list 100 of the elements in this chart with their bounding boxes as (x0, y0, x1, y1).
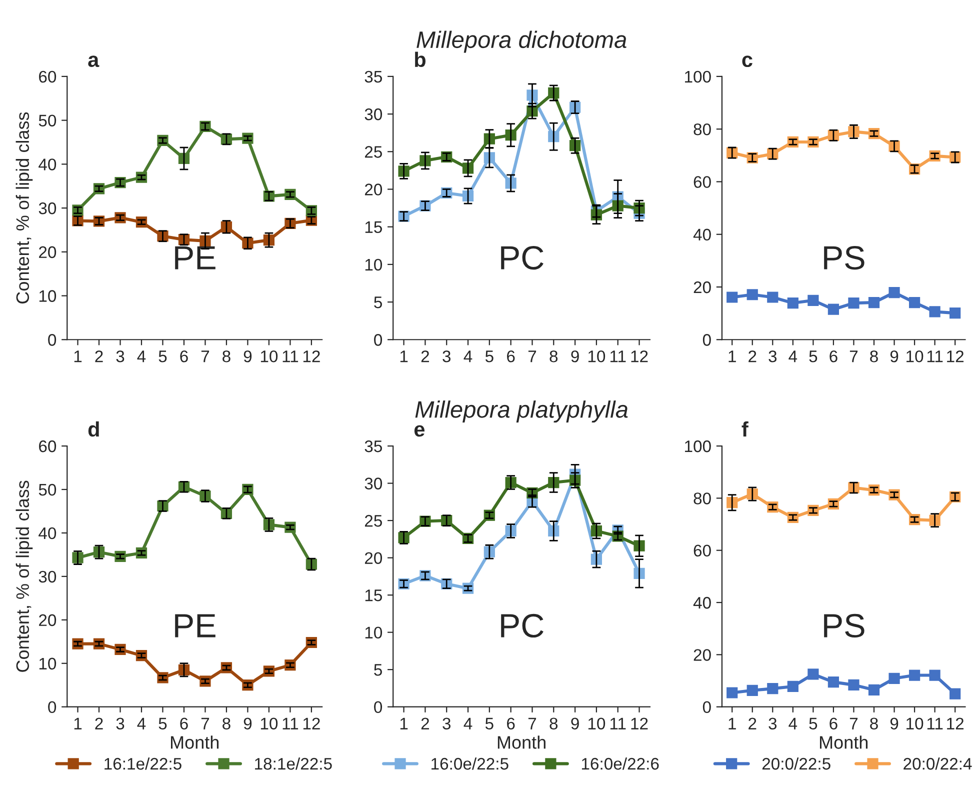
y-tick-label: 20 (694, 281, 711, 294)
x-tick-label: 7 (850, 350, 858, 362)
point (929, 670, 940, 681)
point (787, 297, 798, 309)
x-tick-label: 12 (947, 718, 964, 730)
x-tick-label: 5 (809, 350, 818, 362)
x-tick-label: 3 (116, 718, 124, 730)
x-tick-label: 3 (442, 350, 451, 362)
point (263, 234, 275, 246)
x-tick-label: 4 (464, 718, 472, 730)
x-axis-title: Month (498, 736, 546, 749)
x-axis-title: Month (170, 736, 219, 749)
y-tick-label: 80 (694, 123, 711, 136)
y-tick-label: 0 (374, 701, 382, 714)
x-tick-label: 6 (507, 718, 515, 730)
x-tick-label: 9 (890, 718, 898, 730)
x-tick-label: 4 (788, 350, 798, 362)
y-tick-label: 100 (685, 440, 711, 452)
x-tick-label: 12 (303, 718, 320, 730)
x-axis-title: Month (820, 736, 868, 749)
legend-label: 16:0e/22:6 (582, 757, 659, 770)
x-tick-label: 4 (788, 718, 798, 730)
x-tick-label: 8 (550, 350, 558, 362)
x-tick-label: 9 (571, 350, 579, 362)
x-tick-label: 1 (728, 718, 736, 730)
x-tick-label: 12 (303, 350, 320, 362)
x-tick-label: 12 (631, 350, 648, 362)
x-tick-label: 5 (485, 718, 494, 730)
y-tick-label: 30 (38, 570, 56, 583)
y-axis-title: Content, % of lipid class (16, 112, 33, 304)
y-tick-label: 50 (38, 114, 56, 127)
legend-label: 20:0/22:4 (904, 757, 972, 770)
point (848, 297, 860, 309)
x-tick-label: 10 (260, 718, 278, 730)
y-tick-label: 35 (364, 70, 382, 83)
y-tick-label: 20 (39, 246, 56, 258)
y-tick-label: 5 (374, 664, 382, 676)
x-tick-label: 11 (610, 350, 626, 362)
y-tick-label: 60 (39, 70, 56, 83)
chart-title: e (414, 425, 425, 437)
point (178, 152, 190, 164)
point (590, 525, 602, 537)
y-tick-label: 10 (365, 626, 382, 639)
y-tick-label: 60 (39, 440, 56, 452)
point (828, 304, 840, 315)
x-tick-label: 1 (400, 718, 408, 730)
x-tick-label: 4 (137, 350, 146, 362)
y-tick-label: 15 (365, 590, 382, 602)
x-tick-label: 5 (485, 350, 494, 362)
y-tick-label: 25 (364, 514, 382, 527)
x-tick-label: 2 (421, 718, 429, 730)
y-tick-label: 30 (364, 478, 382, 490)
legend-label: 18:1e/22:5 (255, 757, 332, 770)
x-tick-label: 7 (201, 718, 210, 730)
point (746, 684, 758, 696)
annotation: PC (501, 246, 544, 270)
x-tick-label: 6 (180, 718, 188, 730)
y-tick-label: 25 (364, 146, 382, 158)
y-axis-title: Content, % of lipid class (16, 480, 33, 672)
legend-label: 16:0e/22:5 (432, 757, 508, 770)
y-tick-label: 20 (39, 614, 56, 626)
y-tick-label: 20 (694, 649, 711, 661)
x-tick-label: 2 (95, 718, 103, 730)
x-tick-label: 12 (631, 718, 648, 730)
x-tick-label: 7 (528, 718, 536, 730)
x-tick-label: 5 (809, 718, 818, 730)
x-tick-label: 9 (244, 718, 252, 730)
point (950, 307, 961, 319)
x-tick-label: 9 (890, 350, 898, 362)
point (908, 296, 920, 308)
y-tick-label: 0 (702, 334, 711, 346)
chart-title: f (742, 421, 748, 436)
point (888, 672, 900, 684)
annotation: PE (175, 614, 216, 638)
x-tick-label: 1 (728, 350, 736, 362)
point (726, 292, 738, 303)
x-tick-label: 6 (507, 350, 515, 362)
point (808, 668, 819, 680)
point (868, 296, 880, 308)
x-tick-label: 6 (180, 350, 188, 362)
y-tick-label: 5 (374, 296, 382, 308)
x-tick-label: 8 (870, 350, 878, 362)
x-tick-label: 3 (442, 718, 451, 730)
x-tick-label: 11 (927, 350, 943, 362)
x-tick-label: 1 (400, 350, 408, 362)
y-tick-label: 40 (693, 596, 711, 609)
y-tick-label: 10 (39, 658, 56, 670)
y-tick-label: 20 (364, 552, 382, 564)
x-tick-label: 2 (748, 350, 756, 362)
x-tick-label: 10 (260, 350, 278, 362)
x-tick-label: 5 (158, 350, 167, 362)
x-tick-label: 3 (768, 350, 777, 362)
x-tick-label: 2 (748, 718, 756, 730)
y-tick-label: 30 (38, 202, 56, 214)
x-tick-label: 2 (421, 350, 429, 362)
x-tick-label: 8 (870, 718, 878, 730)
y-tick-label: 40 (693, 228, 711, 241)
chart-title: b (415, 52, 426, 68)
annotation: PS (824, 614, 864, 638)
y-tick-label: 100 (685, 70, 711, 83)
